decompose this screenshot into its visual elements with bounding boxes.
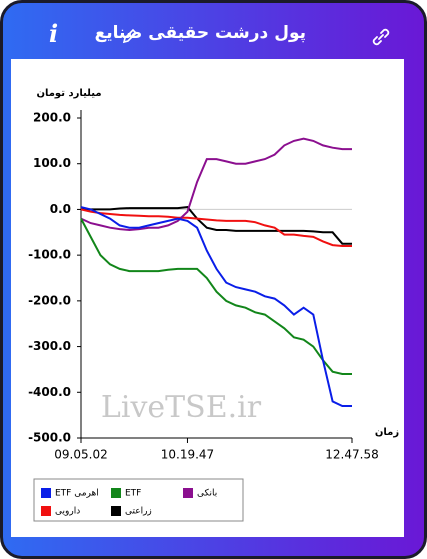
header-title: پول درشت حقیقی صنایع [94,23,306,43]
y-tick-label: -500.0 [28,431,71,445]
legend-label: بانکی [197,489,217,499]
y-tick-label: 100.0 [33,156,71,170]
watermark: LiveTSE.ir [101,390,262,425]
legend-label: ETF اهرمی [55,489,99,499]
link-icon[interactable] [371,27,391,47]
chart-card: LiveTSE.ir میلیارد تومان زمان -500.0 -400.0 -… [11,59,404,537]
y-tick-label: -200.0 [28,293,71,307]
series-line [80,208,352,247]
x-tick-label: 10.19.47 [161,448,214,462]
edit-icon[interactable] [121,27,139,45]
legend-swatch [41,488,51,498]
y-tick-label: 0.0 [50,202,71,216]
chart: LiveTSE.ir میلیارد تومان زمان -500.0 -400.0 -… [28,88,399,522]
legend-swatch [183,488,193,498]
y-tick-label: -300.0 [28,339,71,353]
y-axis-label: میلیارد تومان [36,88,101,99]
x-axis-label: زمان [375,427,399,438]
series-line [80,206,352,407]
legend-swatch [41,506,51,516]
x-tick-label: 09.05.02 [54,448,107,462]
legend-label: ETF [125,489,141,499]
header: i پول درشت حقیقی صنایع [9,13,418,57]
legend-label: دارویی [55,507,80,517]
legend-swatch [111,488,121,498]
info-button[interactable]: i [49,19,59,48]
legend-swatch [111,506,121,516]
series-line [81,206,352,245]
legend-label: زراعتی [125,507,152,517]
x-tick-label: 12.47.58 [325,448,378,462]
y-tick-label: -100.0 [28,248,71,262]
legend-box [33,478,244,522]
y-tick-label: -400.0 [28,385,71,399]
series-line [80,218,352,375]
y-tick-label: 200.0 [33,111,71,125]
series-line [80,137,352,232]
